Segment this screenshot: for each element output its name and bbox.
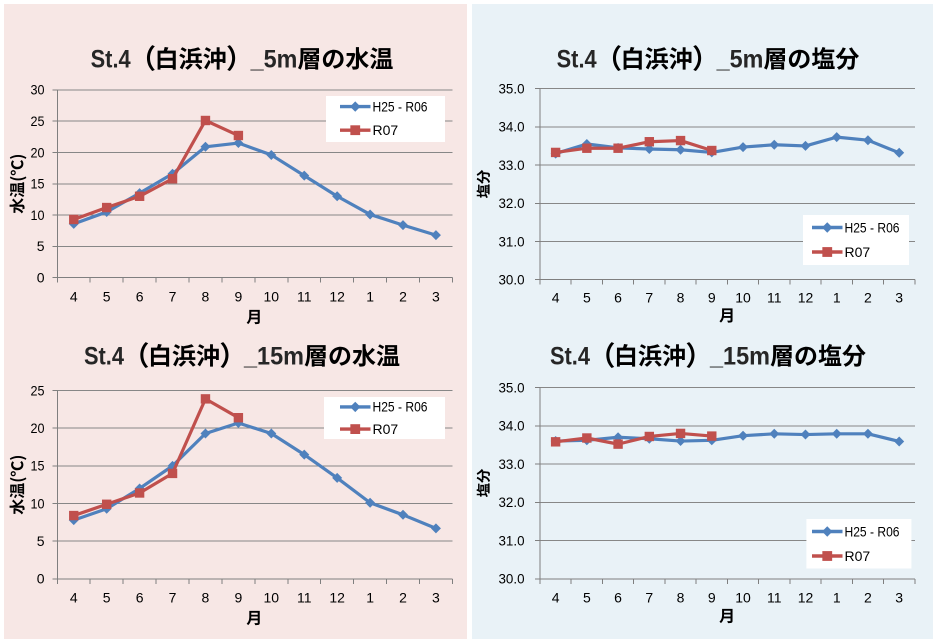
svg-text:5: 5 bbox=[37, 238, 45, 254]
svg-text:St.4: St.4 bbox=[550, 343, 590, 371]
svg-text:3: 3 bbox=[432, 289, 440, 305]
svg-text:_15m: _15m bbox=[709, 343, 770, 371]
svg-text:10: 10 bbox=[264, 590, 280, 606]
svg-text:32.0: 32.0 bbox=[499, 494, 525, 510]
svg-text:0: 0 bbox=[37, 571, 45, 587]
svg-text:7: 7 bbox=[169, 590, 177, 606]
svg-text:20: 20 bbox=[31, 144, 45, 160]
svg-text:4: 4 bbox=[70, 590, 78, 606]
svg-text:6: 6 bbox=[136, 590, 144, 606]
svg-text:2: 2 bbox=[399, 590, 407, 606]
svg-text:31.0: 31.0 bbox=[499, 532, 525, 548]
svg-text:11: 11 bbox=[297, 289, 312, 305]
svg-text:15: 15 bbox=[31, 176, 45, 192]
svg-text:R07: R07 bbox=[373, 122, 399, 138]
svg-text:9: 9 bbox=[234, 289, 242, 305]
svg-text:25: 25 bbox=[31, 113, 45, 129]
svg-text:10: 10 bbox=[264, 289, 280, 305]
svg-text:1: 1 bbox=[366, 590, 374, 606]
svg-text:5: 5 bbox=[37, 533, 45, 549]
svg-text:8: 8 bbox=[677, 590, 685, 606]
svg-text:35.0: 35.0 bbox=[499, 80, 525, 96]
svg-text:34.0: 34.0 bbox=[499, 418, 525, 434]
svg-text:5: 5 bbox=[583, 290, 591, 306]
svg-text:4: 4 bbox=[552, 290, 560, 306]
svg-text:34.0: 34.0 bbox=[499, 119, 525, 135]
svg-text:9: 9 bbox=[234, 590, 242, 606]
svg-text:R07: R07 bbox=[845, 244, 871, 260]
svg-text:_15m: _15m bbox=[243, 343, 304, 371]
svg-text:1: 1 bbox=[833, 590, 841, 606]
svg-text:20: 20 bbox=[31, 420, 45, 436]
svg-text:2: 2 bbox=[864, 290, 872, 306]
svg-text:10: 10 bbox=[735, 290, 751, 306]
svg-text:5: 5 bbox=[583, 590, 591, 606]
svg-text:9: 9 bbox=[708, 290, 716, 306]
svg-text:33.0: 33.0 bbox=[499, 456, 525, 472]
svg-text:12: 12 bbox=[798, 590, 814, 606]
svg-text:8: 8 bbox=[202, 289, 210, 305]
svg-text:H25 - R06: H25 - R06 bbox=[373, 98, 428, 114]
svg-text:1: 1 bbox=[833, 290, 841, 306]
svg-text:32.0: 32.0 bbox=[499, 195, 525, 211]
svg-text:2: 2 bbox=[864, 590, 872, 606]
svg-text:St.4: St.4 bbox=[84, 343, 124, 371]
svg-text:12: 12 bbox=[329, 289, 345, 305]
svg-text:R07: R07 bbox=[845, 548, 871, 564]
svg-text:7: 7 bbox=[169, 289, 177, 305]
svg-text:35.0: 35.0 bbox=[499, 379, 525, 395]
svg-text:4: 4 bbox=[552, 590, 560, 606]
svg-text:H25 - R06: H25 - R06 bbox=[373, 399, 428, 415]
svg-text:0: 0 bbox=[37, 270, 45, 286]
svg-text:9: 9 bbox=[708, 590, 716, 606]
svg-text:33.0: 33.0 bbox=[499, 157, 525, 173]
svg-text:R07: R07 bbox=[373, 421, 399, 437]
svg-text:6: 6 bbox=[614, 290, 622, 306]
svg-text:_5m: _5m bbox=[716, 46, 764, 74]
svg-text:15: 15 bbox=[31, 458, 45, 474]
svg-text:10: 10 bbox=[735, 590, 751, 606]
svg-text:11: 11 bbox=[297, 590, 312, 606]
svg-text:6: 6 bbox=[136, 289, 144, 305]
svg-text:10: 10 bbox=[31, 207, 45, 223]
svg-text:2: 2 bbox=[399, 289, 407, 305]
svg-text:30: 30 bbox=[31, 82, 45, 98]
svg-text:5: 5 bbox=[103, 289, 111, 305]
svg-text:8: 8 bbox=[202, 590, 210, 606]
svg-text:3: 3 bbox=[895, 290, 903, 306]
svg-text:11: 11 bbox=[767, 290, 782, 306]
svg-text:11: 11 bbox=[767, 590, 782, 606]
svg-text:10: 10 bbox=[31, 495, 45, 511]
svg-text:12: 12 bbox=[329, 590, 345, 606]
svg-text:12: 12 bbox=[798, 290, 814, 306]
svg-text:_5m: _5m bbox=[250, 46, 298, 74]
svg-text:30.0: 30.0 bbox=[499, 571, 525, 587]
svg-text:3: 3 bbox=[432, 590, 440, 606]
svg-text:25: 25 bbox=[31, 382, 45, 398]
svg-text:7: 7 bbox=[645, 290, 653, 306]
svg-text:30.0: 30.0 bbox=[499, 272, 525, 288]
svg-text:8: 8 bbox=[677, 290, 685, 306]
svg-text:1: 1 bbox=[366, 289, 374, 305]
svg-text:4: 4 bbox=[70, 289, 78, 305]
svg-text:7: 7 bbox=[645, 590, 653, 606]
svg-text:St.4: St.4 bbox=[91, 46, 131, 74]
svg-text:3: 3 bbox=[895, 590, 903, 606]
svg-text:6: 6 bbox=[614, 590, 622, 606]
svg-text:St.4: St.4 bbox=[557, 46, 597, 74]
svg-text:31.0: 31.0 bbox=[499, 233, 525, 249]
svg-text:H25 - R06: H25 - R06 bbox=[845, 219, 900, 235]
svg-text:H25 - R06: H25 - R06 bbox=[845, 523, 900, 539]
svg-text:5: 5 bbox=[103, 590, 111, 606]
